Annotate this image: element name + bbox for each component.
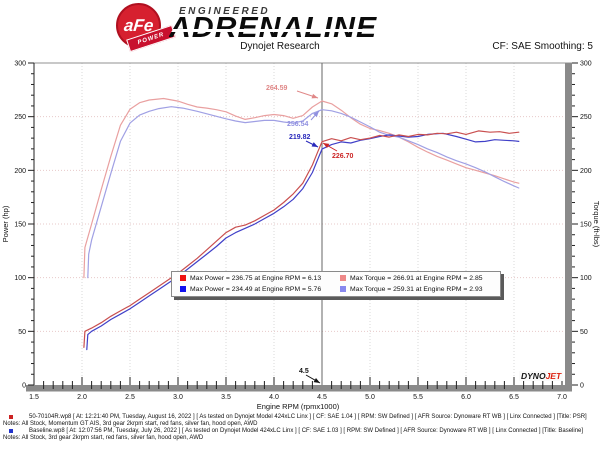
legend-item-power-baseline: Max Power = 234.49 at Engine RPM = 5.76 [180,284,340,295]
svg-text:5.5: 5.5 [413,394,423,401]
svg-text:250: 250 [14,114,26,121]
svg-text:300: 300 [14,61,26,68]
svg-text:100: 100 [14,275,26,282]
legend-swatch-lightblue [340,285,346,292]
chart-subtitle: Dynojet Research [240,41,320,52]
legend-row: Max Power = 236.75 at Engine RPM = 6.13 … [180,273,497,284]
svg-text:7.0: 7.0 [557,394,567,401]
legend-label: Max Power = 236.75 at Engine RPM = 6.13 [190,275,322,282]
run-info-line: 50-70104R.wp8 [ At: 12:21:40 PM, Tuesday… [3,414,597,427]
svg-text:150: 150 [580,222,592,229]
svg-text:256.54: 256.54 [287,121,309,128]
legend-item-torque-afe: Max Torque = 266.91 at Engine RPM = 2.85 [340,273,497,284]
svg-text:226.70: 226.70 [332,153,354,160]
svg-text:4.5: 4.5 [299,368,309,375]
svg-text:Power (hp): Power (hp) [1,205,10,242]
run-info-footer: 50-70104R.wp8 [ At: 12:21:40 PM, Tuesday… [3,414,597,442]
svg-text:150: 150 [14,222,26,229]
svg-text:0: 0 [580,383,584,390]
svg-text:Engine RPM (rpmx1000): Engine RPM (rpmx1000) [257,402,340,411]
legend-label: Max Torque = 266.91 at Engine RPM = 2.85 [350,275,483,282]
svg-text:5.0: 5.0 [365,394,375,401]
dynojet-logo-dyno: DYNO [521,371,546,381]
legend-swatch-pink [340,274,346,281]
run-info-text: 50-70104R.wp8 [ At: 12:21:40 PM, Tuesday… [3,414,587,427]
dynojet-logo-jet: JET [545,371,562,381]
svg-text:6.5: 6.5 [509,394,519,401]
brand-adrenaline: ADRENALINE [169,12,378,44]
svg-text:300: 300 [580,61,592,68]
svg-text:1.5: 1.5 [29,394,39,401]
svg-text:50: 50 [18,329,26,336]
svg-text:100: 100 [580,275,592,282]
svg-text:0: 0 [22,383,26,390]
legend-swatch-red [180,274,186,281]
svg-text:3.0: 3.0 [173,394,183,401]
svg-text:2.0: 2.0 [77,394,87,401]
legend-swatch-blue [180,285,186,292]
smoothing-setting: CF: SAE Smoothing: 5 [492,41,593,52]
legend-label: Max Torque = 259.31 at Engine RPM = 2.93 [350,286,483,293]
legend-item-torque-baseline: Max Torque = 259.31 at Engine RPM = 2.93 [340,284,497,295]
legend-item-power-afe: Max Power = 236.75 at Engine RPM = 6.13 [180,273,340,284]
run-info-line: Baseline.wp8 [ At: 12:07:56 PM, Tuesday,… [3,428,597,441]
svg-text:219.82: 219.82 [289,134,311,141]
svg-text:264.59: 264.59 [266,85,288,92]
dynojet-logo: DYNOJET [519,371,564,381]
brand-engineered: ENGINEERED [179,6,270,17]
svg-text:250: 250 [580,114,592,121]
run-bullet-red [9,415,13,419]
svg-text:2.5: 2.5 [125,394,135,401]
svg-text:50: 50 [580,329,588,336]
svg-text:200: 200 [580,168,592,175]
legend-row: Max Power = 234.49 at Engine RPM = 5.76 … [180,284,497,295]
svg-text:4.5: 4.5 [317,394,327,401]
svg-text:6.0: 6.0 [461,394,471,401]
svg-text:3.5: 3.5 [221,394,231,401]
svg-text:200: 200 [14,168,26,175]
run-bullet-blue [9,429,13,434]
legend-box: Max Power = 236.75 at Engine RPM = 6.13 … [171,271,501,297]
svg-text:Torque (ft-lbs): Torque (ft-lbs) [592,201,600,248]
run-info-text: Baseline.wp8 [ At: 12:07:56 PM, Tuesday,… [3,428,584,441]
legend-label: Max Power = 234.49 at Engine RPM = 5.76 [190,286,322,293]
svg-text:4.0: 4.0 [269,394,279,401]
